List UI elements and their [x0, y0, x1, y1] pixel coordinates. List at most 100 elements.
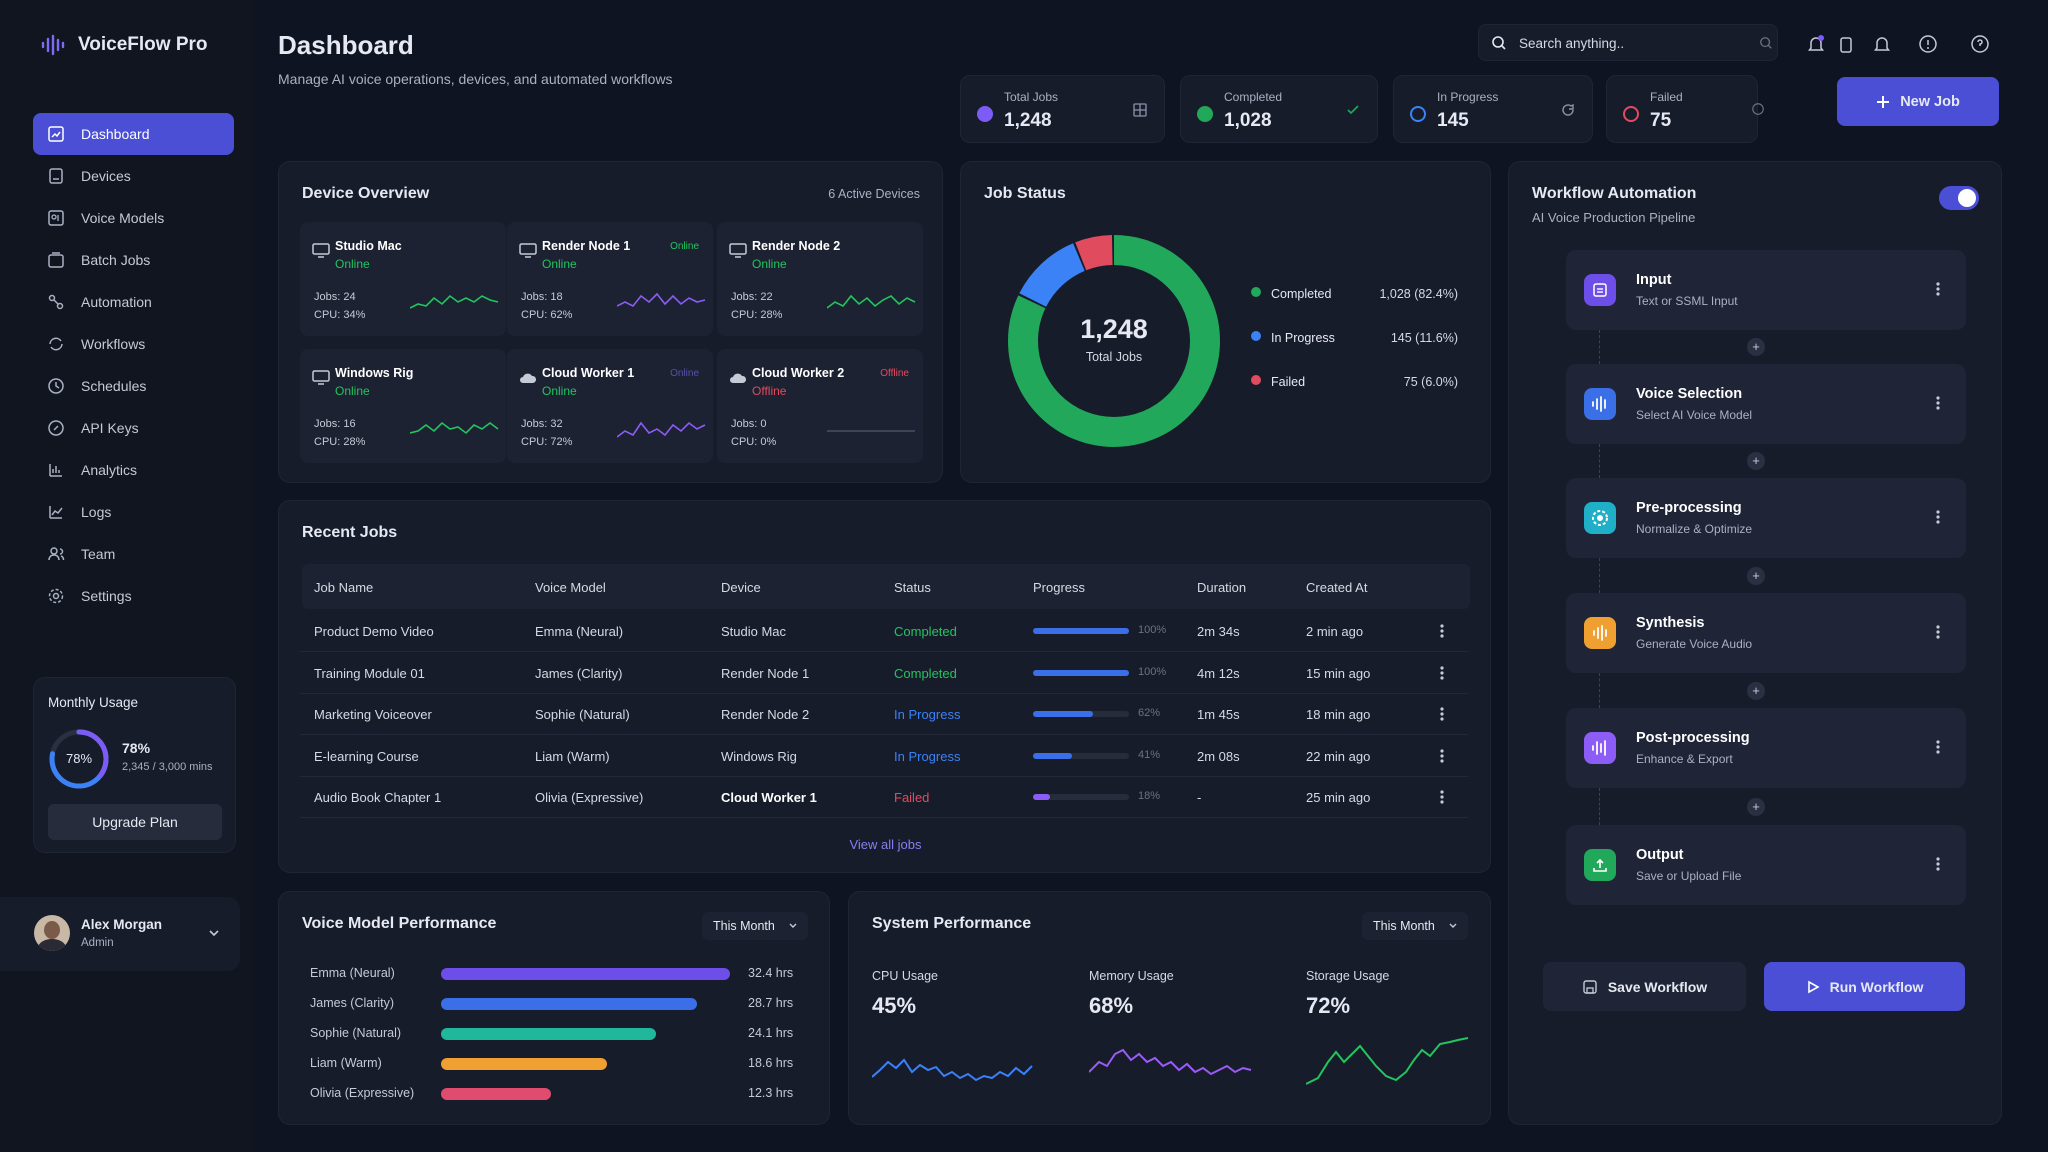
stat-failed[interactable]: Failed 75 — [1606, 75, 1764, 143]
help-icon[interactable] — [1918, 34, 1938, 54]
device-card[interactable]: Render Node 1 Online Online Jobs: 18 CPU: 62… — [507, 222, 713, 336]
period-select[interactable]: This Month — [702, 912, 808, 940]
step-description: Text or SSML Input — [1636, 294, 1738, 308]
device-cpu-sparkline — [827, 294, 916, 309]
add-step-button[interactable]: + — [1747, 338, 1765, 356]
add-step-button[interactable]: + — [1747, 452, 1765, 470]
device-icon[interactable] — [1838, 36, 1854, 54]
table-row[interactable]: Product Demo Video Emma (Neural) Studio Ma… — [300, 610, 1468, 652]
more-options-icon[interactable] — [1440, 665, 1444, 681]
device-card[interactable]: Cloud Worker 2 Offline Offline Jobs: 0 CPU: … — [717, 349, 923, 463]
voice-model: Olivia (Expressive) — [535, 790, 644, 806]
step-description: Enhance & Export — [1636, 752, 1733, 766]
device-card[interactable]: Windows Rig Online Jobs: 16 CPU: 28% — [300, 349, 506, 463]
more-options-icon[interactable] — [1440, 748, 1444, 764]
add-step-button[interactable]: + — [1747, 566, 1765, 585]
sidebar-item-settings[interactable]: Settings — [33, 575, 234, 617]
device-card[interactable]: Cloud Worker 1 Online Online Jobs: 32 CPU: 7… — [507, 349, 713, 463]
sidebar-item-logs[interactable]: Logs — [33, 491, 234, 533]
upgrade-plan-button[interactable]: Upgrade Plan — [48, 804, 222, 840]
workflow-step-synthesis[interactable]: Synthesis Generate Voice Audio — [1566, 593, 1966, 673]
sidebar-item-devices[interactable]: Devices — [33, 155, 234, 197]
sidebar-item-batch-jobs[interactable]: Batch Jobs — [33, 239, 234, 281]
donut-segment-completed[interactable] — [1008, 235, 1220, 447]
more-options-icon[interactable] — [1936, 508, 1940, 526]
table-row[interactable]: E-learning Course Liam (Warm) Windows Rig I… — [300, 735, 1468, 777]
step-title: Voice Selection — [1636, 386, 1743, 402]
step-title: Synthesis — [1636, 615, 1705, 631]
add-step-button[interactable]: + — [1747, 797, 1765, 816]
device-cpu: CPU: 28% — [731, 309, 783, 321]
sidebar-item-workflows[interactable]: Workflows — [33, 323, 234, 365]
device-name: Windows Rig — [721, 748, 797, 764]
workflow-step-pre-processing[interactable]: Pre-processing Normalize & Optimize — [1566, 478, 1966, 558]
stat-total-jobs[interactable]: Total Jobs 1,248 — [960, 75, 1165, 143]
workflow-step-post-processing[interactable]: Post-processing Enhance & Export — [1566, 708, 1966, 788]
app-logo[interactable]: VoiceFlow Pro — [40, 34, 208, 56]
more-options-icon[interactable] — [1440, 789, 1444, 805]
notification-bell-icon[interactable] — [1806, 34, 1826, 54]
sidebar-item-schedules[interactable]: Schedules — [33, 365, 234, 407]
more-options-icon[interactable] — [1936, 394, 1940, 412]
col-created-at[interactable]: Created At — [1306, 580, 1368, 595]
avatar — [34, 915, 70, 951]
user-profile[interactable]: Alex Morgan Admin — [0, 897, 240, 971]
progress-icon — [1410, 106, 1426, 122]
device-card[interactable]: Render Node 2 Online Jobs: 22 CPU: 28% — [717, 222, 923, 336]
stat-completed[interactable]: Completed 1,028 — [1180, 75, 1378, 143]
col-device[interactable]: Device — [721, 580, 761, 595]
col-duration[interactable]: Duration — [1197, 580, 1247, 595]
chevron-down-icon[interactable] — [208, 927, 220, 939]
more-options-icon[interactable] — [1440, 623, 1444, 639]
device-cpu-sparkline — [617, 292, 706, 308]
card-title: Recent Jobs — [302, 524, 398, 541]
table-row[interactable]: Training Module 01 James (Clarity) Render … — [300, 652, 1468, 694]
device-status-tag: Online — [670, 368, 699, 379]
new-job-button[interactable]: New Job — [1837, 77, 1999, 126]
search-input[interactable]: Search anything.. — [1519, 36, 1625, 51]
device-card[interactable]: Studio Mac Online Jobs: 24 CPU: 34% — [300, 222, 506, 336]
automation-toggle[interactable] — [1939, 186, 1979, 210]
period-select[interactable]: This Month — [1362, 912, 1468, 940]
settings-circle-icon[interactable] — [1970, 34, 1990, 54]
monitor-icon — [312, 370, 330, 386]
more-options-icon[interactable] — [1936, 738, 1940, 756]
run-workflow-button[interactable]: Run Workflow — [1764, 962, 1965, 1011]
card-title: Device Overview — [302, 185, 430, 202]
table-row[interactable]: Audio Book Chapter 1 Olivia (Expressive) C… — [300, 776, 1468, 819]
more-options-icon[interactable] — [1936, 623, 1940, 641]
device-jobs: Jobs: 24 — [314, 291, 356, 303]
search-bar[interactable]: Search anything.. — [1478, 24, 1778, 61]
bell-icon[interactable] — [1872, 34, 1892, 54]
job-duration: 4m 12s — [1197, 665, 1240, 681]
workflow-step-output[interactable]: Output Save or Upload File — [1566, 825, 1966, 905]
col-status[interactable]: Status — [894, 580, 931, 595]
workflow-step-input[interactable]: Input Text or SSML Input — [1566, 250, 1966, 330]
add-step-button[interactable]: + — [1747, 681, 1765, 700]
device-status: Online — [542, 257, 577, 271]
save-workflow-button[interactable]: Save Workflow — [1543, 962, 1746, 1011]
sidebar-item-dashboard[interactable]: Dashboard — [33, 113, 234, 155]
sidebar-item-analytics[interactable]: Analytics — [33, 449, 234, 491]
stat-value: 1,028 — [1224, 110, 1272, 131]
sidebar-item-automation[interactable]: Automation — [33, 281, 234, 323]
model-hours-value: 28.7 hrs — [748, 996, 794, 1010]
col-job-name[interactable]: Job Name — [314, 580, 374, 595]
legend-value: 145 (11.6%) — [1390, 331, 1458, 345]
more-options-icon[interactable] — [1936, 855, 1940, 873]
stat-value: 75 — [1650, 110, 1672, 131]
sidebar-item-team[interactable]: Team — [33, 533, 234, 575]
device-status: Online — [542, 384, 577, 398]
more-options-icon[interactable] — [1936, 280, 1940, 298]
table-row[interactable]: Marketing Voiceover Sophie (Natural) Rende… — [300, 693, 1468, 736]
sidebar-item-voice-models[interactable]: Voice Models — [33, 197, 234, 239]
step-description: Select AI Voice Model — [1636, 408, 1753, 422]
col-voice-model[interactable]: Voice Model — [535, 580, 606, 595]
sidebar-item-api-keys[interactable]: API Keys — [33, 407, 234, 449]
recent-jobs-card: Recent Jobs View all jobs — [278, 500, 1491, 873]
col-progress[interactable]: Progress — [1033, 580, 1086, 595]
workflow-step-voice-selection[interactable]: Voice Selection Select AI Voice Model — [1566, 364, 1966, 444]
more-options-icon[interactable] — [1440, 706, 1444, 722]
stat-in-progress[interactable]: In Progress 145 — [1393, 75, 1593, 143]
view-all-jobs-link[interactable]: View all jobs — [849, 837, 922, 852]
